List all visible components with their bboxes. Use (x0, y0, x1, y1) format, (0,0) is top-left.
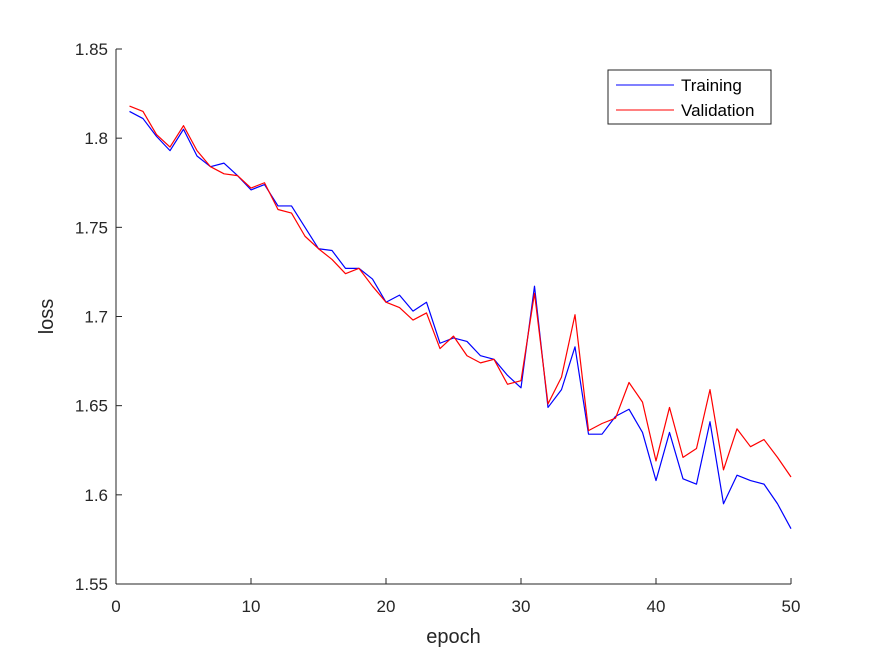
legend-box (607, 69, 772, 125)
legend: Training Validation (607, 69, 772, 125)
x-tick-label: 40 (647, 597, 666, 616)
x-tick-label: 10 (242, 597, 261, 616)
y-tick-label: 1.75 (75, 218, 108, 237)
legend-label-training: Training (681, 76, 742, 95)
y-tick-label: 1.7 (84, 308, 108, 327)
y-tick-label: 1.65 (75, 397, 108, 416)
y-axis: 1.55 1.6 1.65 1.7 1.75 1.8 1.85 (75, 40, 122, 594)
series-layer (129, 105, 792, 530)
y-tick-label: 1.85 (75, 40, 108, 59)
x-tick-label: 20 (377, 597, 396, 616)
y-axis-label: loss (36, 299, 58, 335)
y-tick-label: 1.55 (75, 575, 108, 594)
x-axis: 0 10 20 30 40 50 (111, 578, 800, 616)
legend-label-validation: Validation (681, 101, 754, 120)
y-tick-label: 1.6 (84, 486, 108, 505)
series-line-validation (129, 105, 792, 478)
y-tick-label: 1.8 (84, 129, 108, 148)
x-tick-label: 50 (782, 597, 801, 616)
x-axis-label: epoch (426, 626, 481, 648)
x-tick-label: 0 (111, 597, 120, 616)
x-tick-label: 30 (512, 597, 531, 616)
